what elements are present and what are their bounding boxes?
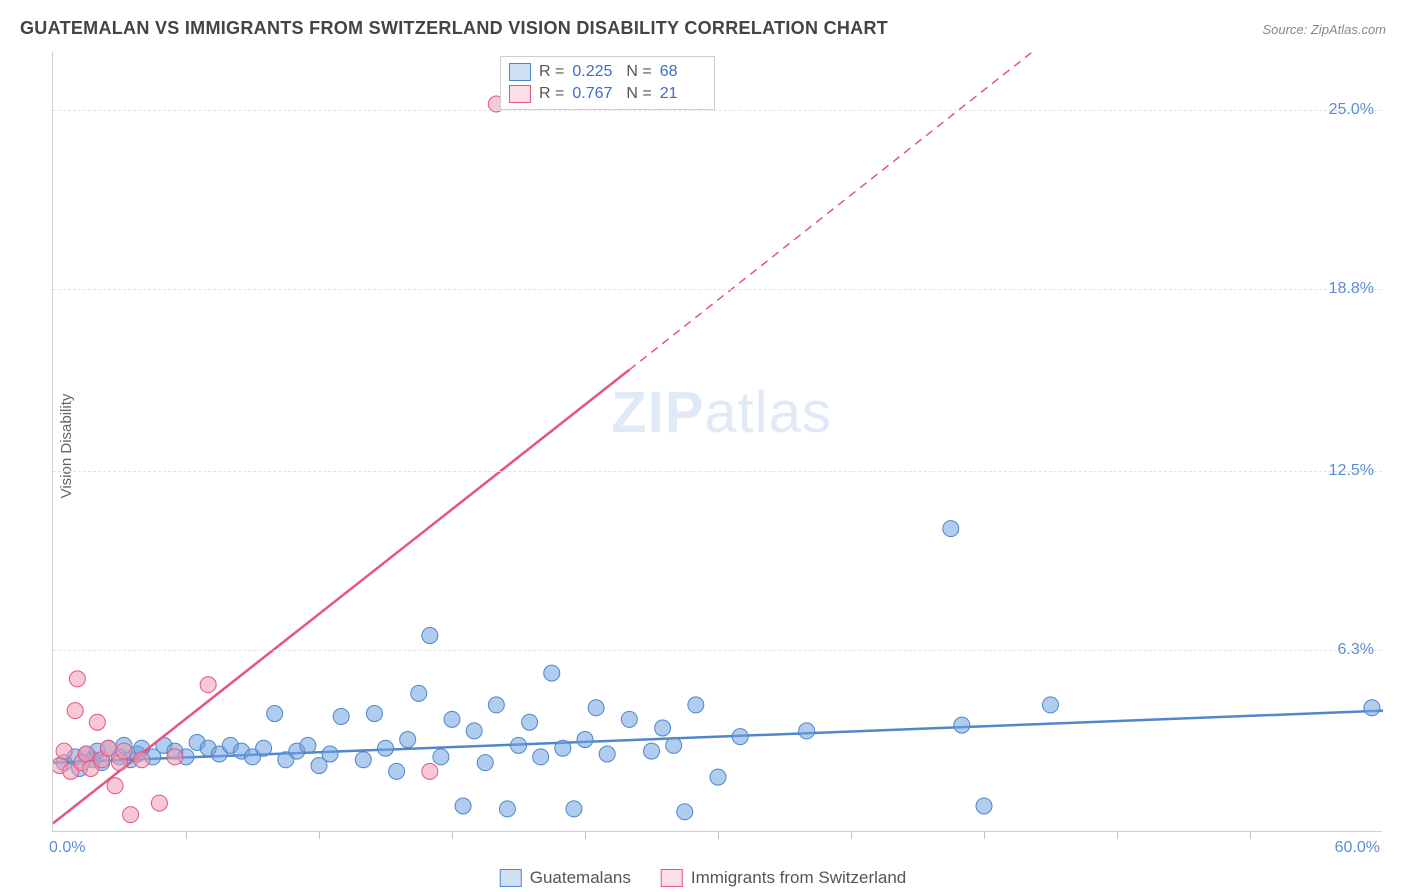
y-tick-label: 25.0% xyxy=(1329,101,1374,119)
stats-row: R = 0.225 N = 68 xyxy=(509,61,706,83)
gridline xyxy=(53,471,1382,472)
x-tick xyxy=(851,831,852,839)
x-tick xyxy=(1117,831,1118,839)
legend-label-1: Guatemalans xyxy=(530,868,631,888)
legend-item-guatemalans: Guatemalans xyxy=(500,868,631,888)
n-label: N = xyxy=(626,63,651,81)
y-tick-label: 12.5% xyxy=(1329,462,1374,480)
y-tick-label: 18.8% xyxy=(1329,280,1374,298)
r-label: R = xyxy=(539,85,564,103)
scatter-svg xyxy=(53,52,1383,832)
r-label: R = xyxy=(539,63,564,81)
stats-swatch xyxy=(509,85,531,103)
gridline xyxy=(53,650,1382,651)
x-tick xyxy=(452,831,453,839)
n-label: N = xyxy=(626,85,651,103)
legend-swatch-1 xyxy=(500,869,522,887)
legend-swatch-2 xyxy=(661,869,683,887)
correlation-stats-box: R = 0.225 N = 68 R = 0.767 N = 21 xyxy=(500,56,715,110)
r-value: 0.767 xyxy=(572,85,618,103)
source-attribution: Source: ZipAtlas.com xyxy=(1262,22,1386,37)
plot-area: ZIPatlas 6.3%12.5%18.8%25.0%0.0%60.0% xyxy=(52,52,1382,832)
y-tick-label: 6.3% xyxy=(1338,641,1374,659)
r-value: 0.225 xyxy=(572,63,618,81)
chart-title: GUATEMALAN VS IMMIGRANTS FROM SWITZERLAN… xyxy=(20,18,888,39)
x-tick xyxy=(186,831,187,839)
x-tick xyxy=(319,831,320,839)
x-min-label: 0.0% xyxy=(49,839,85,857)
legend-label-2: Immigrants from Switzerland xyxy=(691,868,906,888)
x-tick xyxy=(585,831,586,839)
stats-swatch xyxy=(509,63,531,81)
legend-item-swiss: Immigrants from Switzerland xyxy=(661,868,906,888)
n-value: 21 xyxy=(660,85,706,103)
gridline xyxy=(53,110,1382,111)
x-tick xyxy=(1250,831,1251,839)
gridline xyxy=(53,289,1382,290)
n-value: 68 xyxy=(660,63,706,81)
x-max-label: 60.0% xyxy=(1335,839,1380,857)
x-tick xyxy=(718,831,719,839)
legend: Guatemalans Immigrants from Switzerland xyxy=(500,868,907,888)
x-tick xyxy=(984,831,985,839)
stats-row: R = 0.767 N = 21 xyxy=(509,83,706,105)
